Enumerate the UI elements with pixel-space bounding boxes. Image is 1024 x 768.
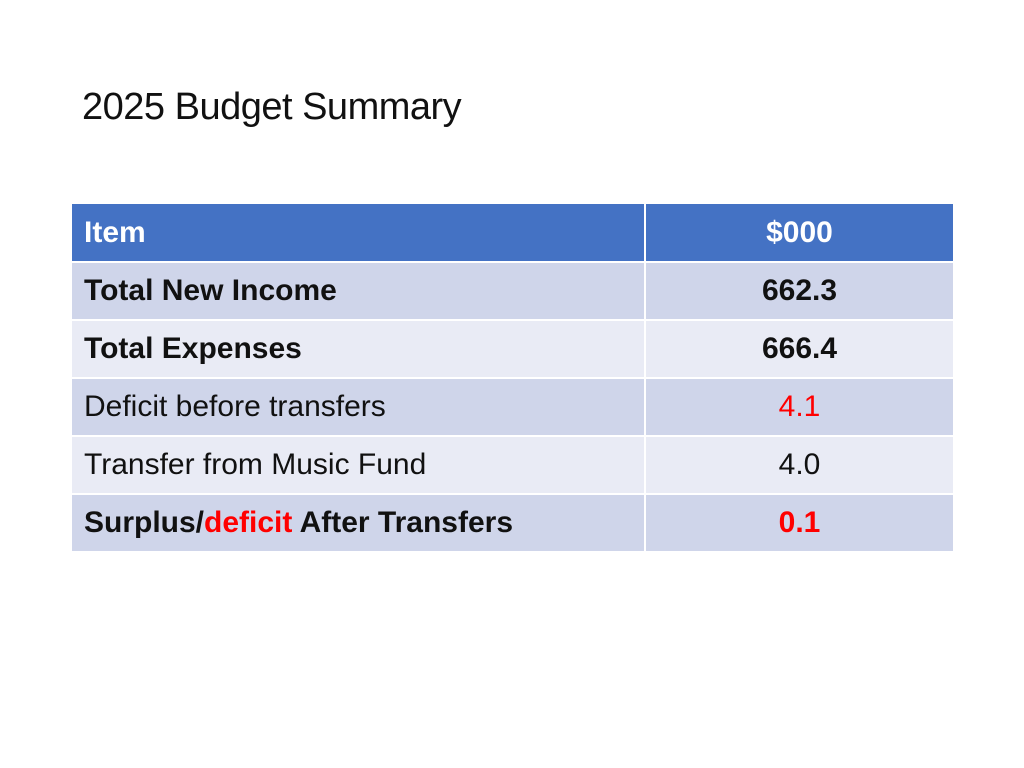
row-label-transfer-from-music-fund: Transfer from Music Fund [72, 436, 646, 495]
label-part-surplus: Surplus/ [84, 506, 205, 539]
row-label-total-expenses: Total Expenses [72, 320, 646, 379]
table-row: Surplus/deficit After Transfers 0.1 [72, 494, 955, 553]
table-header-row: Item $000 [72, 204, 955, 263]
row-label-total-new-income: Total New Income [72, 262, 646, 321]
budget-table: Item $000 Total New Income 662.3 Total E… [72, 204, 955, 553]
label-part-after-transfers: After Transfers [292, 506, 514, 539]
row-value-deficit-before-transfers: 4.1 [645, 378, 955, 437]
row-value-total-new-income: 662.3 [645, 262, 955, 321]
table-row: Deficit before transfers 4.1 [72, 378, 955, 437]
label-part-deficit: deficit [204, 506, 293, 539]
row-value-total-expenses: 666.4 [645, 320, 955, 379]
row-value-surplus-deficit-after-transfers: 0.1 [645, 494, 955, 553]
page-title: 2025 Budget Summary [82, 86, 462, 128]
column-header-value: $000 [645, 204, 955, 263]
row-label-surplus-deficit-after-transfers: Surplus/deficit After Transfers [72, 494, 646, 553]
table-row: Total New Income 662.3 [72, 262, 955, 321]
table-row: Total Expenses 666.4 [72, 320, 955, 379]
table-row: Transfer from Music Fund 4.0 [72, 436, 955, 495]
row-value-transfer-from-music-fund: 4.0 [645, 436, 955, 495]
column-header-item: Item [72, 204, 646, 263]
row-label-deficit-before-transfers: Deficit before transfers [72, 378, 646, 437]
